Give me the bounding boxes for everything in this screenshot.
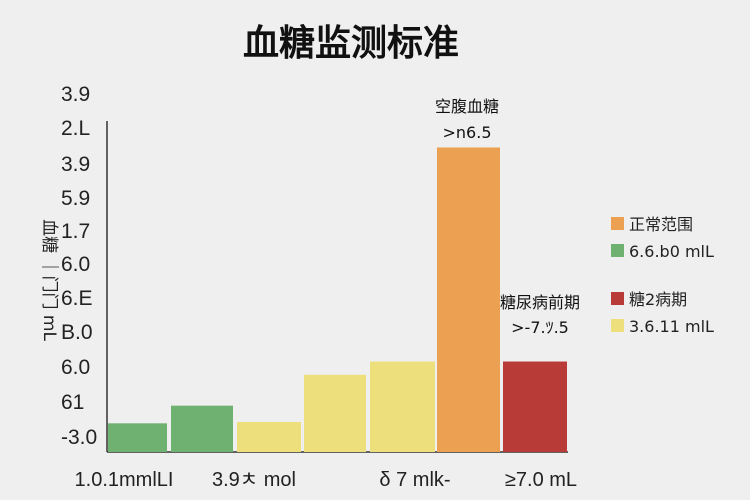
x-tick-label: ≥7.0 mL — [505, 469, 577, 491]
x-tick-label: δ 7 mlk- — [379, 469, 450, 491]
bar-4 — [304, 374, 366, 452]
y-tick-label: 6.0 — [61, 356, 90, 379]
legend-swatch — [611, 217, 624, 230]
y-axis-label: 血糖 ｜门门 mL — [39, 219, 59, 341]
annotations: 空腹血糖 >n6.5 糖尿病前期 >-7.ﾂ.5 — [435, 97, 580, 337]
y-tick-label: 61 — [61, 391, 84, 414]
legend-label: 正常范围 — [629, 215, 693, 234]
x-tick-label: 1.0.1mmlLI — [75, 469, 174, 491]
legend-label: 6.6.b0 mlL — [629, 242, 714, 261]
y-tick-label: B.0 — [61, 321, 93, 344]
bar-6 — [437, 147, 500, 453]
bar-5 — [370, 361, 435, 452]
legend-swatch — [611, 292, 624, 305]
annotation-label: 糖尿病前期 — [500, 293, 580, 312]
legend-label: 3.6.11 mlL — [629, 317, 714, 336]
annotation-value: >-7.ﾂ.5 — [511, 318, 569, 337]
x-tick-label: 3.9ㅊ mol — [212, 469, 296, 491]
bar-3 — [237, 421, 301, 452]
bars — [108, 147, 567, 453]
legend-swatch — [611, 319, 624, 332]
legend-swatch — [611, 244, 624, 257]
legend-label: 糖2病期 — [629, 290, 687, 309]
y-tick-label: 3.9 — [61, 83, 90, 106]
annotation-label: 空腹血糖 — [435, 97, 499, 116]
annotation-value: >n6.5 — [443, 123, 492, 142]
legend: 正常范围 6.6.b0 mlL 糖2病期 3.6.11 mlL — [611, 215, 714, 336]
y-tick-label: 2.L — [61, 117, 90, 140]
y-tick-label: 5.9 — [61, 187, 90, 210]
y-tick-label: 1.7 — [61, 220, 90, 243]
y-tick-labels: 3.9 2.L 3.9 5.9 1.7 6.0 6.E B.0 6.0 61 -3.0 — [61, 83, 97, 449]
bar-7 — [503, 361, 567, 452]
chart-title: 血糖监测标准 — [243, 23, 459, 64]
x-tick-labels: 1.0.1mmlLI 3.9ㅊ mol δ 7 mlk- ≥7.0 mL — [75, 469, 578, 491]
y-tick-label: 6.0 — [61, 253, 90, 276]
bar-2 — [171, 405, 233, 452]
y-tick-label: 6.E — [61, 287, 93, 310]
y-tick-label: -3.0 — [61, 426, 97, 449]
bar-1 — [108, 423, 167, 452]
y-tick-label: 3.9 — [61, 153, 90, 176]
